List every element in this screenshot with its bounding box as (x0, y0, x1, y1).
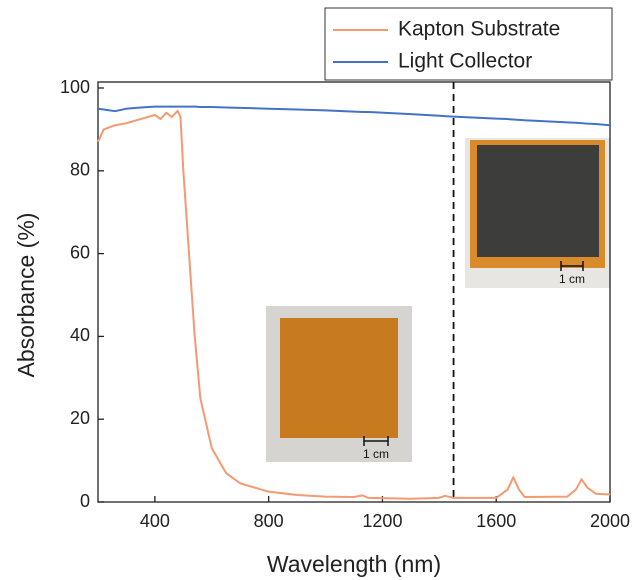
y-axis-label: Absorbance (%) (13, 213, 39, 378)
x-tick-label: 400 (140, 511, 170, 531)
y-tick-label: 0 (80, 491, 90, 511)
series-line (97, 105, 611, 127)
x-axis-label: Wavelength (nm) (267, 551, 441, 577)
y-tick-label: 100 (60, 77, 90, 97)
series-line (97, 109, 611, 500)
y-tick-label: 40 (70, 325, 90, 345)
x-tick-label: 800 (254, 511, 284, 531)
scale-label: 1 cm (363, 447, 389, 461)
legend-label: Light Collector (398, 50, 532, 73)
y-tick-label: 20 (70, 408, 90, 428)
scale-label: 1 cm (559, 272, 585, 286)
legend-label: Kapton Substrate (398, 18, 560, 41)
x-tick-label: 1600 (476, 511, 516, 531)
inset-kapton: 1 cm (266, 306, 412, 462)
plot-frame (97, 81, 611, 503)
x-tick-label: 1200 (362, 511, 402, 531)
y-tick-label: 60 (70, 242, 90, 262)
inset-light-collector: 1 cm (465, 138, 610, 288)
y-tick-label: 80 (70, 160, 90, 180)
legend-box (324, 7, 613, 81)
x-tick-label: 2000 (590, 511, 630, 531)
